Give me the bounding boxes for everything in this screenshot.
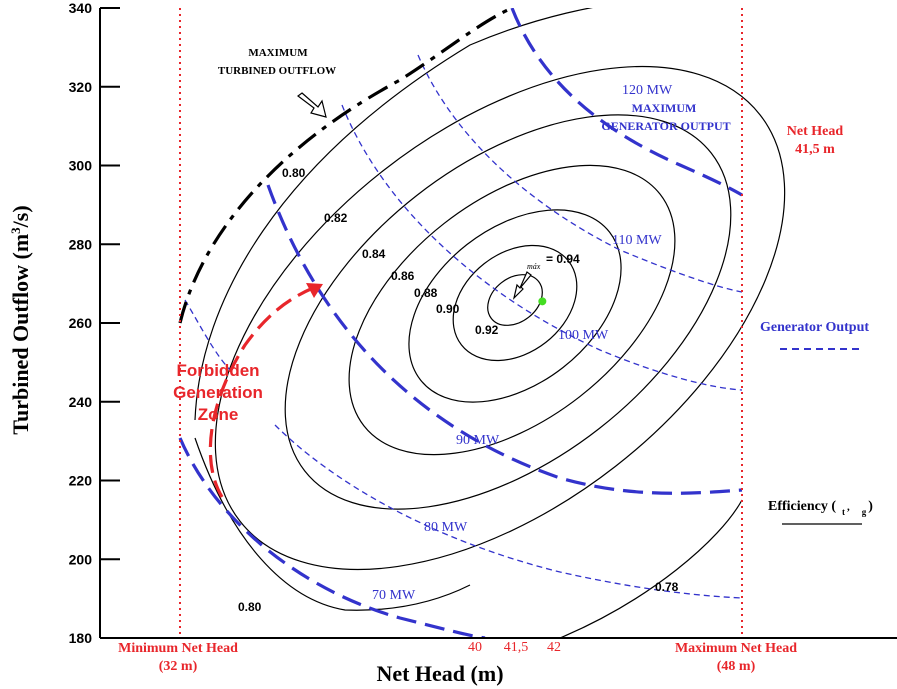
y-tick-label: 340 <box>69 0 93 16</box>
x-tick-41-5: 41,5 <box>504 640 529 655</box>
eff-label-082: 0.82 <box>324 211 348 225</box>
mw-100-curve <box>341 104 743 391</box>
eff-label-084: 0.84 <box>362 247 386 261</box>
x-tick-42: 42 <box>547 640 561 655</box>
min-net-head-value: (32 m) <box>159 659 198 674</box>
mw-label-70: 70 MW <box>372 588 416 603</box>
min-net-head-label: Minimum Net Head <box>118 641 238 656</box>
mw-90-curve <box>266 184 743 495</box>
contour-090 <box>452 244 578 362</box>
mw-80-curve <box>274 424 743 599</box>
y-tick-label: 260 <box>69 315 93 331</box>
max-net-head-label: Maximum Net Head <box>675 641 797 656</box>
legend: Generator Output Efficiency (t, g) <box>760 320 873 525</box>
forbidden-zone-line1: Forbidden <box>176 361 259 380</box>
eff-label-078: 0.78 <box>655 580 679 594</box>
contour-082 <box>214 65 786 571</box>
forbidden-zone-line3: Zone <box>198 405 239 424</box>
eff-label-090: 0.90 <box>436 302 460 316</box>
max-net-head-value: (48 m) <box>717 659 756 674</box>
max-efficiency-sub: máx <box>527 262 541 271</box>
x-tick-40: 40 <box>468 640 482 655</box>
y-axis-title: Turbined Outflow (m3/s) <box>8 205 33 434</box>
mw-label-80: 80 MW <box>424 520 468 535</box>
max-outflow-caption-1: MAXIMUM <box>248 47 308 59</box>
y-tick-label: 280 <box>69 236 93 252</box>
max-generator-caption-2: GENERATOR OUTPUT <box>601 119 730 133</box>
eff-label-080-lower: 0.80 <box>238 600 262 614</box>
contour-086 <box>348 164 676 456</box>
max-generator-caption-1: MAXIMUM <box>632 101 697 115</box>
contour-080-upper <box>194 8 593 421</box>
mw-110-curve <box>417 54 743 293</box>
mw-120-curve <box>510 8 743 197</box>
mw-label-120: 120 MW <box>622 83 673 98</box>
max-outflow-arrow <box>297 92 327 118</box>
mw-label-90: 90 MW <box>456 433 500 448</box>
net-head-value: 41,5 m <box>795 142 835 157</box>
legend-generator-label: Generator Output <box>760 320 869 335</box>
y-tick-label: 300 <box>69 158 93 174</box>
y-tick-label: 320 <box>69 79 93 95</box>
max-outflow-curve <box>178 8 513 324</box>
y-tick-label: 240 <box>69 394 93 410</box>
efficiency-contours <box>194 8 786 638</box>
max-efficiency-point <box>538 297 547 306</box>
max-efficiency-arrow <box>512 271 532 300</box>
eff-label-080-upper: 0.80 <box>282 166 306 180</box>
eff-label-088: 0.88 <box>414 286 438 300</box>
mw-70-curve <box>178 437 486 638</box>
mw-left-segment <box>184 299 233 373</box>
contour-084 <box>284 114 732 510</box>
y-tick-label: 200 <box>69 551 93 567</box>
eff-label-086: 0.86 <box>391 269 415 283</box>
mw-label-110: 110 MW <box>612 233 662 248</box>
contour-078 <box>559 499 743 638</box>
generator-output-curves <box>178 8 743 638</box>
y-tick-label: 220 <box>69 473 93 489</box>
forbidden-zone-arrow <box>208 283 323 498</box>
net-head-label: Net Head <box>787 124 844 139</box>
y-ticks: 180 200 220 240 260 280 300 320 340 <box>69 0 120 646</box>
forbidden-zone-line2: Generation <box>173 383 263 402</box>
legend-efficiency-label: Efficiency (t, g) <box>768 499 873 517</box>
y-tick-label: 180 <box>69 630 93 646</box>
max-efficiency-value: = 0.94 <box>546 252 580 266</box>
x-axis-title: Net Head (m) <box>376 661 503 686</box>
eff-label-092: 0.92 <box>475 323 499 337</box>
mw-label-100: 100 MW <box>558 328 609 343</box>
max-outflow-caption-2: TURBINED OUTFLOW <box>218 65 336 77</box>
contour-088 <box>408 209 622 403</box>
contour-092 <box>487 274 543 326</box>
